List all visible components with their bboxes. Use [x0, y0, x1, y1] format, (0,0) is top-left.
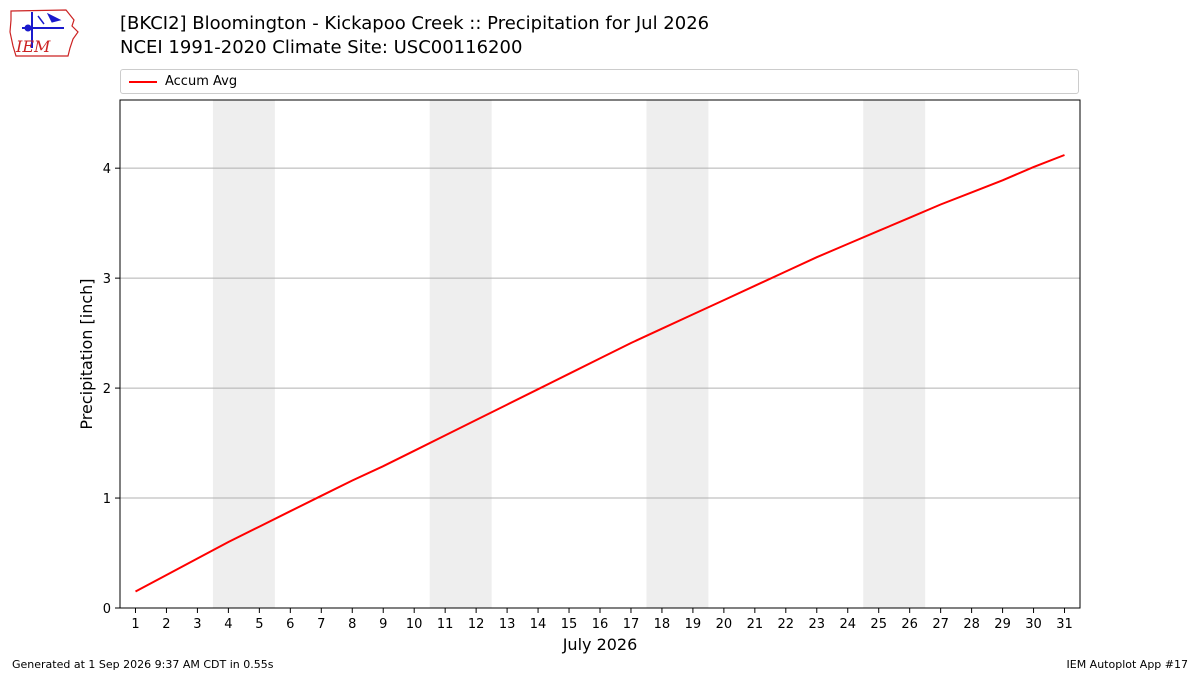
x-tick-label: 16	[592, 617, 609, 632]
x-tick-label: 23	[809, 617, 826, 632]
app-credit: IEM Autoplot App #17	[1066, 658, 1189, 671]
y-tick-label: 1	[103, 492, 111, 507]
weather-station-icon	[22, 12, 64, 48]
x-tick-label: 9	[379, 617, 387, 632]
legend-swatch	[129, 81, 157, 83]
x-tick-label: 24	[839, 617, 856, 632]
y-tick-label: 2	[103, 382, 111, 397]
weekend-shade	[429, 100, 492, 608]
x-tick-label: 30	[1025, 617, 1042, 632]
y-tick-label: 3	[103, 272, 111, 287]
x-tick-label: 28	[963, 617, 980, 632]
x-tick-label: 3	[193, 617, 201, 632]
x-tick-label: 18	[654, 617, 671, 632]
x-tick-label: 19	[685, 617, 702, 632]
x-tick-label: 22	[778, 617, 795, 632]
x-tick-label: 10	[406, 617, 423, 632]
x-tick-label: 21	[747, 617, 764, 632]
x-tick-label: 27	[932, 617, 949, 632]
x-tick-label: 14	[530, 617, 547, 632]
x-tick-label: 1	[131, 617, 139, 632]
weekend-shade	[863, 100, 926, 608]
legend-label: Accum Avg	[165, 74, 238, 89]
logo-text: IEM	[15, 37, 51, 56]
plot-frame	[119, 99, 1081, 609]
iem-logo: IEM	[9, 9, 79, 57]
series-line	[135, 154, 1065, 593]
x-tick-label: 17	[623, 617, 640, 632]
x-tick-label: 2	[162, 617, 170, 632]
x-tick-label: 31	[1056, 617, 1073, 632]
x-tick-label: 13	[499, 617, 516, 632]
x-tick-label: 6	[286, 617, 294, 632]
y-axis-label: Precipitation [inch]	[77, 278, 96, 429]
generated-note: Generated at 1 Sep 2026 9:37 AM CDT in 0…	[12, 658, 274, 671]
chart-subtitle: NCEI 1991-2020 Climate Site: USC00116200	[120, 37, 523, 58]
x-tick-label: 25	[870, 617, 887, 632]
iowa-outline-icon	[9, 9, 79, 57]
x-tick-label: 5	[255, 617, 263, 632]
y-tick-label: 0	[103, 602, 111, 617]
x-tick-label: 12	[468, 617, 485, 632]
x-tick-label: 11	[437, 617, 454, 632]
x-tick-label: 8	[348, 617, 356, 632]
legend: Accum Avg	[120, 69, 1079, 94]
weekend-shade	[646, 100, 709, 608]
x-tick-label: 7	[317, 617, 325, 632]
y-tick-label: 4	[103, 162, 111, 177]
chart-title: [BKCI2] Bloomington - Kickapoo Creek :: …	[120, 13, 710, 34]
x-tick-label: 20	[716, 617, 733, 632]
x-tick-label: 26	[901, 617, 918, 632]
x-axis-label: July 2026	[562, 635, 638, 654]
x-tick-label: 4	[224, 617, 232, 632]
x-tick-label: 29	[994, 617, 1011, 632]
x-tick-label: 15	[561, 617, 578, 632]
weekend-shade	[212, 100, 275, 608]
